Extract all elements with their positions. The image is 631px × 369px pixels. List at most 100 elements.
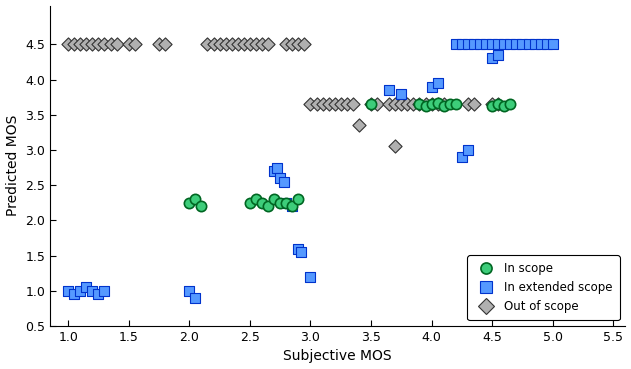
Out of scope [257,41,267,47]
In extended scope [463,147,473,153]
Out of scope [336,101,346,107]
In scope [287,203,297,209]
Out of scope [215,41,225,47]
In scope [433,100,443,106]
In extended scope [279,179,289,184]
Out of scope [63,41,73,47]
Out of scope [433,101,443,107]
In extended scope [75,288,85,294]
Out of scope [208,41,218,47]
Out of scope [299,41,309,47]
In scope [269,196,279,202]
Out of scope [342,101,352,107]
In scope [415,101,425,107]
Out of scope [403,101,413,107]
Out of scope [366,101,376,107]
In extended scope [541,41,551,47]
In scope [487,103,497,109]
In extended scope [487,41,497,47]
In scope [420,103,430,108]
Out of scope [81,41,91,47]
Out of scope [233,41,243,47]
Out of scope [427,101,437,107]
In extended scope [487,55,497,61]
In extended scope [384,87,394,93]
In extended scope [396,91,406,97]
In scope [499,103,509,108]
In scope [191,196,201,202]
In extended scope [475,41,485,47]
In scope [505,101,516,107]
In extended scope [184,288,194,294]
In extended scope [287,203,297,209]
Legend: In scope, In extended scope, Out of scope: In scope, In extended scope, Out of scop… [468,255,620,320]
Out of scope [130,41,140,47]
Out of scope [221,41,231,47]
Out of scope [329,101,339,107]
In scope [275,200,285,206]
In scope [196,203,206,209]
In extended scope [433,80,443,86]
In extended scope [469,41,479,47]
In scope [366,101,376,107]
In extended scope [275,175,285,181]
Out of scope [227,41,237,47]
Out of scope [348,101,358,107]
In scope [184,200,194,206]
In extended scope [293,246,304,252]
Out of scope [408,101,418,107]
In extended scope [457,41,467,47]
Out of scope [305,101,316,107]
In extended scope [191,295,201,301]
Out of scope [469,101,479,107]
Out of scope [160,41,170,47]
Out of scope [415,101,425,107]
Out of scope [69,41,80,47]
In scope [257,200,267,206]
Out of scope [390,144,400,149]
Out of scope [293,41,304,47]
Out of scope [105,41,115,47]
In scope [439,103,449,108]
In extended scope [511,41,521,47]
In scope [445,101,455,107]
Out of scope [251,41,261,47]
In scope [427,101,437,107]
Out of scope [317,101,327,107]
Out of scope [245,41,255,47]
Out of scope [390,101,400,107]
Out of scope [203,41,213,47]
X-axis label: Subjective MOS: Subjective MOS [283,349,392,363]
In scope [493,101,504,107]
In extended scope [499,41,509,47]
In extended scope [524,41,534,47]
Out of scope [439,101,449,107]
In extended scope [529,41,540,47]
In extended scope [87,288,97,294]
Out of scope [281,41,292,47]
Y-axis label: Predicted MOS: Predicted MOS [6,115,20,217]
In extended scope [493,52,504,58]
In extended scope [81,284,91,290]
Out of scope [154,41,164,47]
In extended scope [548,41,558,47]
In extended scope [517,41,528,47]
Out of scope [372,101,382,107]
Out of scope [112,41,122,47]
Out of scope [100,41,110,47]
In extended scope [271,165,281,170]
In extended scope [305,274,316,280]
In extended scope [427,84,437,90]
Out of scope [420,101,430,107]
In scope [293,196,304,202]
Out of scope [263,41,273,47]
Out of scope [487,101,497,107]
Out of scope [493,101,504,107]
Out of scope [463,101,473,107]
Out of scope [312,101,322,107]
In extended scope [481,41,491,47]
Out of scope [93,41,103,47]
In extended scope [100,288,110,294]
Out of scope [324,101,334,107]
In scope [245,200,255,206]
